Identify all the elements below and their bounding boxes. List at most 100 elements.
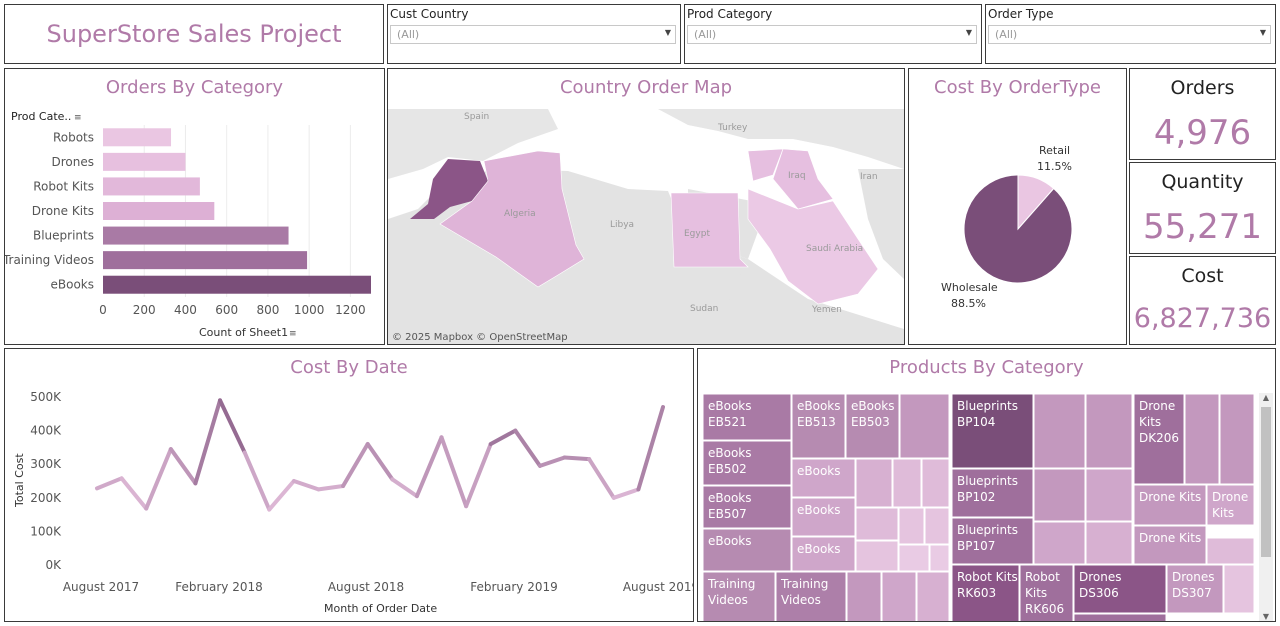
treemap-tile[interactable] [846, 571, 882, 622]
line-segment[interactable] [365, 442, 395, 482]
treemap-tile[interactable] [929, 544, 950, 572]
line-segment[interactable] [341, 442, 370, 489]
treemap-tile[interactable] [898, 544, 930, 572]
treemap-tile[interactable] [899, 393, 950, 459]
cust-country-dropdown[interactable]: (All) ▼ [390, 25, 676, 44]
treemap-tile[interactable] [702, 485, 792, 529]
treemap-tile[interactable] [1085, 521, 1133, 565]
treemap-tile[interactable] [791, 458, 856, 498]
treemap-tile[interactable] [1223, 564, 1255, 614]
line-segment[interactable] [193, 398, 223, 486]
treemap-tile[interactable] [855, 540, 899, 572]
treemap-tile[interactable] [702, 393, 792, 441]
bar[interactable] [103, 177, 200, 196]
sort-icon[interactable]: ≡ [289, 329, 297, 339]
map-attribution[interactable]: © 2025 Mapbox © OpenStreetMap [392, 332, 568, 343]
syria-region[interactable] [747, 148, 784, 182]
line-segment[interactable] [390, 477, 419, 499]
treemap-tile[interactable] [1184, 393, 1220, 485]
line-segment[interactable] [439, 435, 469, 509]
treemap[interactable]: eBooks EB521 eBooks EB513 eBooks EB503 eBooks E… [698, 349, 1276, 622]
bar[interactable] [103, 128, 172, 147]
treemap-tile[interactable] [1085, 468, 1133, 522]
treemap-tile[interactable] [951, 393, 1034, 469]
iraq-region[interactable] [772, 148, 834, 210]
scrollbar-thumb[interactable] [1261, 407, 1271, 557]
map-canvas[interactable]: Spain Turkey Iran Iraq Algeria Libya Egy… [388, 109, 904, 345]
dropdown-arrow-icon[interactable]: ▼ [664, 28, 671, 37]
treemap-tile[interactable] [1166, 564, 1224, 614]
line-segment[interactable] [537, 455, 567, 468]
scroll-down-icon[interactable]: ▼ [1262, 612, 1270, 621]
treemap-tile[interactable] [1133, 525, 1207, 565]
filter-order-type[interactable]: Order Type (All) ▼ [985, 4, 1276, 64]
treemap-tile[interactable] [775, 571, 847, 622]
treemap-tile[interactable] [1073, 564, 1167, 614]
bar[interactable] [103, 251, 308, 270]
order-type-dropdown[interactable]: (All) ▼ [988, 25, 1271, 44]
treemap-tile[interactable] [702, 571, 776, 622]
line-segment[interactable] [119, 476, 149, 511]
bar[interactable] [103, 275, 371, 294]
treemap-tile[interactable] [1019, 564, 1074, 622]
treemap-tile[interactable] [881, 571, 917, 622]
filter-prod-category[interactable]: Prod Category (All) ▼ [684, 4, 982, 64]
treemap-tile[interactable] [951, 564, 1020, 622]
treemap-tile[interactable] [1033, 468, 1086, 522]
treemap-tile[interactable] [951, 517, 1034, 565]
line-segment[interactable] [488, 428, 518, 447]
line-segment[interactable] [464, 442, 493, 509]
line-segment[interactable] [414, 435, 444, 499]
bar[interactable] [103, 152, 186, 171]
pie-slice[interactable] [963, 174, 1073, 284]
treemap-tile[interactable] [1206, 484, 1255, 526]
line-segment[interactable] [242, 450, 272, 512]
treemap-tile[interactable] [951, 468, 1034, 518]
line-segment[interactable] [267, 479, 296, 512]
morocco-region[interactable] [410, 159, 488, 219]
treemap-tile[interactable] [921, 458, 950, 508]
scrollbar[interactable]: ▲ ▼ [1259, 393, 1273, 621]
treemap-tile[interactable] [1033, 393, 1086, 469]
treemap-tile[interactable] [1085, 393, 1133, 469]
dropdown-arrow-icon[interactable]: ▼ [1259, 28, 1266, 37]
treemap-tile[interactable] [924, 507, 950, 545]
treemap-tile[interactable] [791, 536, 856, 572]
treemap-tile[interactable] [1133, 393, 1185, 485]
treemap-tile[interactable] [855, 507, 899, 541]
line-segment[interactable] [636, 405, 665, 492]
prod-category-dropdown[interactable]: (All) ▼ [687, 25, 977, 44]
dropdown-arrow-icon[interactable]: ▼ [965, 28, 972, 37]
algeria-region[interactable] [439, 150, 585, 288]
treemap-tile[interactable] [1033, 521, 1086, 565]
treemap-tile[interactable] [1073, 613, 1167, 622]
line-segment[interactable] [513, 428, 542, 468]
line-segment[interactable] [95, 476, 124, 491]
line-segment[interactable] [562, 455, 592, 462]
treemap-tile[interactable] [1219, 393, 1255, 485]
line-segment[interactable] [218, 398, 247, 455]
line-segment[interactable] [316, 484, 346, 492]
line-segment[interactable] [144, 447, 173, 511]
line-segment[interactable] [291, 479, 321, 492]
saudi-arabia-region[interactable] [747, 188, 879, 305]
treemap-tile[interactable] [1206, 537, 1255, 565]
treemap-tile[interactable] [845, 393, 900, 459]
egypt-region[interactable] [670, 192, 749, 268]
treemap-tile[interactable] [855, 458, 893, 508]
treemap-tile[interactable] [702, 440, 792, 486]
treemap-tile[interactable] [916, 571, 950, 622]
treemap-tile[interactable] [791, 497, 856, 537]
scroll-up-icon[interactable]: ▲ [1262, 393, 1270, 402]
treemap-tile[interactable] [702, 528, 792, 572]
sort-icon[interactable]: ≡ [74, 113, 82, 123]
bar[interactable] [103, 226, 289, 245]
line-segment[interactable] [611, 487, 641, 500]
treemap-tile[interactable] [898, 507, 925, 545]
treemap-tile[interactable] [1133, 484, 1207, 526]
bar[interactable] [103, 202, 215, 220]
line-segment[interactable] [168, 447, 198, 486]
treemap-tile[interactable] [791, 393, 846, 459]
filter-cust-country[interactable]: Cust Country (All) ▼ [387, 4, 681, 64]
treemap-tile[interactable] [892, 458, 922, 508]
